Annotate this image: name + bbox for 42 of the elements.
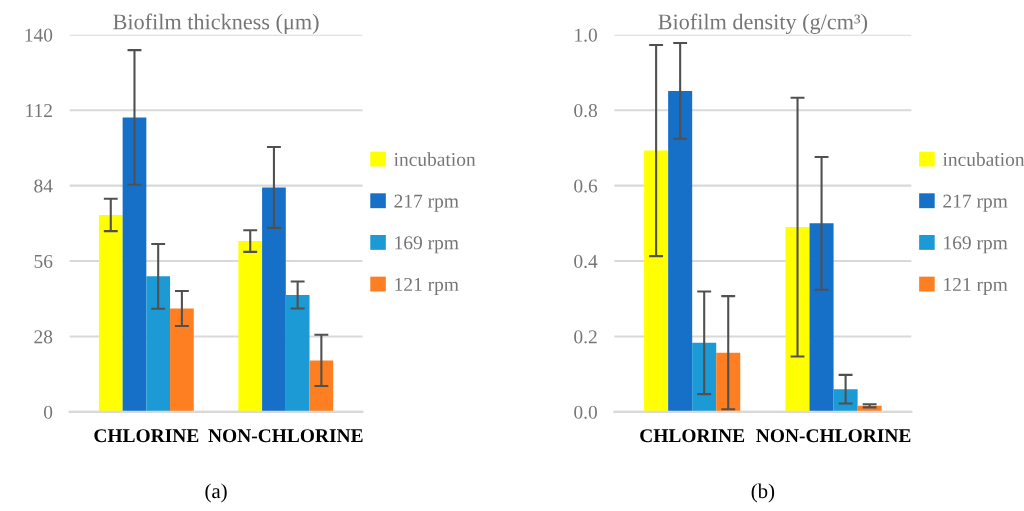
legend-label: incubation — [394, 152, 476, 167]
y-tick-label: 84 — [34, 179, 53, 193]
legend-label: 169 rpm — [944, 236, 1008, 254]
bar — [668, 90, 693, 412]
legend-label: 121 rpm — [944, 277, 1008, 295]
bar — [644, 150, 669, 412]
bar — [170, 308, 194, 412]
y-tick-label: 1.0 — [575, 28, 597, 42]
legend-label: incubation — [942, 152, 1024, 167]
bar — [238, 241, 263, 412]
legend-label: 217 rpm — [394, 194, 459, 212]
x-tick-label: CHLORINE — [94, 429, 199, 443]
chart-title: Biofilm thickness (μm) — [113, 13, 319, 34]
y-tick-label: 28 — [34, 330, 53, 344]
x-tick-label: NON-CHLORINE — [208, 429, 363, 443]
bar — [98, 214, 123, 412]
y-tick-label: 0.8 — [574, 103, 597, 118]
y-tick-label: 140 — [25, 28, 53, 42]
legend-label: 121 rpm — [395, 277, 459, 295]
bar — [833, 389, 858, 412]
y-tick-label: 0.6 — [574, 179, 598, 193]
text: (b) — [751, 483, 775, 503]
y-tick-label: 0.2 — [574, 330, 597, 344]
bar — [262, 187, 286, 412]
bar — [146, 276, 171, 412]
bar — [285, 294, 310, 412]
y-tick-label: 0.0 — [574, 405, 597, 419]
text: (a) — [205, 483, 227, 503]
bar — [785, 227, 810, 412]
bar — [122, 117, 147, 412]
bar — [309, 360, 334, 412]
chart-title: Biofilm density (g/cm³) — [658, 13, 868, 34]
bar — [809, 223, 834, 412]
x-tick-label: NON-CHLORINE — [756, 429, 911, 443]
y-tick-label: 0 — [43, 405, 53, 419]
bar — [692, 342, 717, 412]
x-tick-label: CHLORINE — [640, 429, 745, 443]
y-tick-label: 56 — [34, 254, 53, 268]
y-tick-label: 0.4 — [574, 254, 598, 269]
y-tick-label: 112 — [26, 104, 52, 117]
legend-label: 217 rpm — [943, 194, 1008, 212]
legend-label: 169 rpm — [395, 236, 459, 254]
